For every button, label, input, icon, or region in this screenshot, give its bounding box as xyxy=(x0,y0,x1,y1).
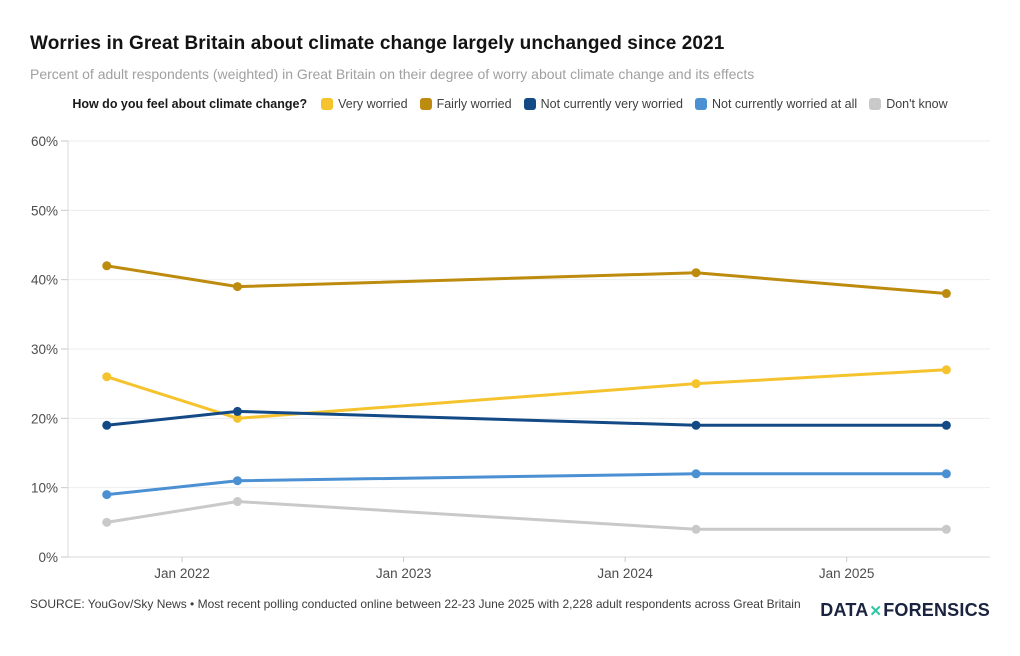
series-point xyxy=(941,524,951,534)
y-tick-label: 50% xyxy=(31,203,58,218)
series-point xyxy=(691,268,701,278)
legend-items: Very worried Fairly worried Not currently … xyxy=(321,97,948,111)
legend-item: Don't know xyxy=(869,97,948,111)
x-tick-label: Jan 2024 xyxy=(597,566,653,581)
series-point xyxy=(691,524,701,534)
series-point xyxy=(232,497,242,507)
page-subtitle: Percent of adult respondents (weighted) … xyxy=(30,66,755,82)
y-tick-label: 40% xyxy=(31,273,58,288)
legend: How do you feel about climate change? Ve… xyxy=(0,97,1020,111)
brand-x-icon: ✕ xyxy=(869,603,883,620)
series-point xyxy=(102,517,112,527)
x-tick-label: Jan 2023 xyxy=(376,566,432,581)
series-point xyxy=(232,476,242,486)
series-point xyxy=(941,469,951,479)
series-point xyxy=(941,289,951,299)
series-point xyxy=(232,413,242,423)
series-point xyxy=(232,282,242,292)
legend-question: How do you feel about climate change? xyxy=(72,97,308,111)
y-tick-label: 0% xyxy=(38,550,58,565)
series-point xyxy=(941,365,951,375)
series-point xyxy=(232,406,242,416)
series-point xyxy=(691,379,701,389)
series-point xyxy=(691,469,701,479)
brand-logo-part1: DATA xyxy=(820,600,869,620)
legend-swatch xyxy=(419,98,432,110)
series-line xyxy=(105,409,948,427)
y-tick-label: 10% xyxy=(31,481,58,496)
series-point xyxy=(102,420,112,430)
y-tick-label: 60% xyxy=(31,134,58,149)
x-tick-label: Jan 2025 xyxy=(819,566,875,581)
y-tick-label: 20% xyxy=(31,411,58,426)
legend-item-label: Fairly worried xyxy=(436,97,512,111)
series-line xyxy=(105,264,948,296)
legend-item: Not currently very worried xyxy=(523,97,683,111)
series-line xyxy=(105,472,948,497)
series-point xyxy=(102,490,112,500)
legend-item: Not currently worried at all xyxy=(695,97,857,111)
legend-item-label: Very worried xyxy=(338,97,408,111)
series-point xyxy=(691,420,701,430)
legend-swatch xyxy=(869,98,882,110)
legend-item-label: Not currently very worried xyxy=(540,97,683,111)
y-tick-label: 30% xyxy=(31,342,58,357)
legend-item-label: Don't know xyxy=(886,97,948,111)
series-point xyxy=(941,420,951,430)
legend-swatch xyxy=(523,98,536,110)
source-note: SOURCE: YouGov/Sky News • Most recent po… xyxy=(30,597,801,611)
brand-logo-part2: FORENSICS xyxy=(883,600,990,620)
legend-item: Fairly worried xyxy=(419,97,512,111)
legend-item: Very worried xyxy=(321,97,408,111)
legend-item-label: Not currently worried at all xyxy=(712,97,858,111)
brand-logo: DATA✕FORENSICS xyxy=(820,600,990,621)
x-tick-label: Jan 2022 xyxy=(154,566,210,581)
series-point xyxy=(102,372,112,382)
legend-swatch xyxy=(695,98,707,110)
legend-swatch xyxy=(321,98,334,110)
page-title: Worries in Great Britain about climate c… xyxy=(30,33,725,54)
series-line xyxy=(105,368,948,420)
series-line xyxy=(105,500,948,531)
series-point xyxy=(102,261,112,271)
